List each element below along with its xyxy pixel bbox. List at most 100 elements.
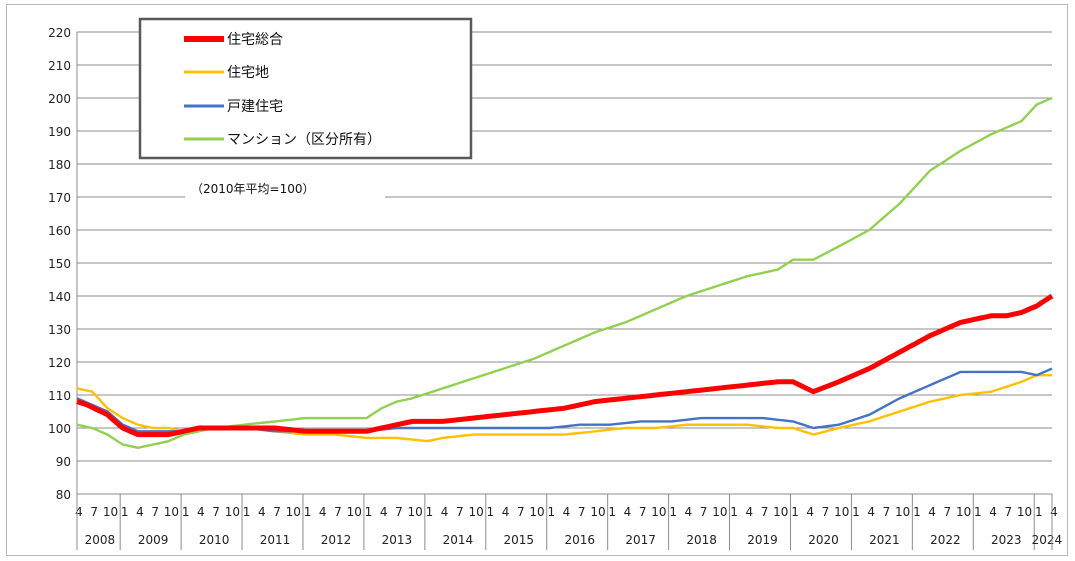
x-axis: 4 7 10 1 4 7 10 1 4 7 10 1 4 7 10 1 4 7 10 1 4 7 10 1 4 7 10 1 4 7 10 1… <box>75 493 1063 550</box>
x-month-label: 4 <box>745 505 753 519</box>
x-month-label: 1 <box>730 505 738 519</box>
x-month-label: 10 <box>468 505 483 519</box>
x-month-label: 10 <box>347 505 362 519</box>
y-tick-label: 120 <box>48 356 71 370</box>
y-tick-label: 170 <box>48 191 71 205</box>
x-month-label: 4 <box>563 505 571 519</box>
x-month-label: 1 <box>182 505 190 519</box>
x-month-label: 7 <box>90 505 98 519</box>
x-year-label: 2009 <box>138 533 169 547</box>
x-year-label: 2022 <box>930 533 961 547</box>
x-month-label: 1 <box>304 505 312 519</box>
x-month-label: 4 <box>989 505 997 519</box>
y-tick-label: 210 <box>48 59 71 73</box>
x-month-label: 10 <box>712 505 727 519</box>
x-year-label: 2014 <box>443 533 474 547</box>
x-month-label: 10 <box>286 505 301 519</box>
y-tick-label: 180 <box>48 158 71 172</box>
x-month-label: 1 <box>669 505 677 519</box>
line-chart: 8090100110120130140150160170180190200210… <box>48 17 1063 550</box>
x-month-label: 4 <box>806 505 814 519</box>
chart-frame: 80 90 100 110 120 130 140 150 160 170 180 190 200 210… <box>6 4 1068 556</box>
x-month-label: 4 <box>1050 505 1058 519</box>
x-month-label: 1 <box>426 505 434 519</box>
x-month-label: 4 <box>319 505 327 519</box>
x-month-label: 1 <box>974 505 982 519</box>
x-year-label: 2011 <box>260 533 291 547</box>
x-month-label: 4 <box>258 505 266 519</box>
y-tick-label: 100 <box>48 422 71 436</box>
x-month-label: 1 <box>365 505 373 519</box>
x-year-label: 2013 <box>382 533 413 547</box>
x-month-label: 7 <box>395 505 403 519</box>
x-month-label: 4 <box>197 505 205 519</box>
x-month-label: 4 <box>136 505 144 519</box>
x-month-label: 7 <box>883 505 891 519</box>
x-month-label: 10 <box>956 505 971 519</box>
y-tick-label: 220 <box>48 26 71 40</box>
x-month-label: 4 <box>502 505 510 519</box>
y-tick-label: 80 <box>56 488 71 502</box>
chart-note: （2010年平均=100） <box>191 182 315 196</box>
x-month-label: 4 <box>380 505 388 519</box>
legend: 住宅総合 住宅地 戸建住宅 マンション（区分所有） <box>138 17 473 160</box>
legend-label-0: 住宅総合 <box>227 32 283 48</box>
x-month-label: 10 <box>895 505 910 519</box>
x-month-label: 7 <box>456 505 464 519</box>
x-month-label: 7 <box>151 505 159 519</box>
x-year-label: 2010 <box>199 533 230 547</box>
y-tick-label: 190 <box>48 125 71 139</box>
x-month-label: 7 <box>700 505 708 519</box>
x-month-label: 7 <box>639 505 647 519</box>
y-tick-label: 130 <box>48 323 71 337</box>
x-month-label: 10 <box>651 505 666 519</box>
x-year-label: 2018 <box>686 533 717 547</box>
x-month-label: 7 <box>212 505 220 519</box>
x-month-label: 10 <box>529 505 544 519</box>
x-year-label: 2008 <box>85 533 116 547</box>
series-line-0 <box>76 293 1054 438</box>
x-year-label: 2021 <box>869 533 900 547</box>
x-month-label: 1 <box>791 505 799 519</box>
y-axis: 80 90 100 110 120 130 140 150 160 170 180 190 200 210… <box>48 26 78 502</box>
series-line-3 <box>76 96 1053 449</box>
x-month-label: 7 <box>334 505 342 519</box>
x-year-label: 2019 <box>747 533 778 547</box>
x-month-label: 7 <box>944 505 952 519</box>
legend-label-3: マンション（区分所有） <box>227 132 381 148</box>
x-month-label: 4 <box>75 505 83 519</box>
x-month-label: 4 <box>867 505 875 519</box>
x-month-label: 10 <box>164 505 179 519</box>
x-month-label: 1 <box>121 505 129 519</box>
x-month-label: 10 <box>834 505 849 519</box>
x-year-label: 2024 <box>1032 533 1063 547</box>
x-month-label: 7 <box>273 505 281 519</box>
x-month-label: 1 <box>547 505 555 519</box>
y-tick-label: 90 <box>56 455 71 469</box>
x-year-label: 2023 <box>991 533 1022 547</box>
legend-box <box>138 17 473 160</box>
series-line-2 <box>76 367 1053 433</box>
x-month-label: 4 <box>685 505 693 519</box>
x-month-label: 1 <box>913 505 921 519</box>
x-month-label: 10 <box>103 505 118 519</box>
x-month-label: 7 <box>1004 505 1012 519</box>
y-tick-label: 150 <box>48 257 71 271</box>
x-month-label: 1 <box>852 505 860 519</box>
x-month-label: 7 <box>822 505 830 519</box>
legend-label-1: 住宅地 <box>227 65 269 81</box>
x-month-label: 10 <box>408 505 423 519</box>
x-year-label: 2015 <box>504 533 535 547</box>
x-year-label: 2012 <box>321 533 352 547</box>
x-month-label: 10 <box>225 505 240 519</box>
x-year-label: 2020 <box>808 533 839 547</box>
y-tick-label: 110 <box>48 389 71 403</box>
x-year-label: 2016 <box>564 533 595 547</box>
y-tick-label: 140 <box>48 290 71 304</box>
x-month-label: 10 <box>590 505 605 519</box>
y-tick-label: 200 <box>48 92 71 106</box>
x-month-label: 7 <box>517 505 525 519</box>
x-month-label: 10 <box>773 505 788 519</box>
x-month-label: 4 <box>441 505 449 519</box>
x-month-label: 10 <box>1017 505 1032 519</box>
